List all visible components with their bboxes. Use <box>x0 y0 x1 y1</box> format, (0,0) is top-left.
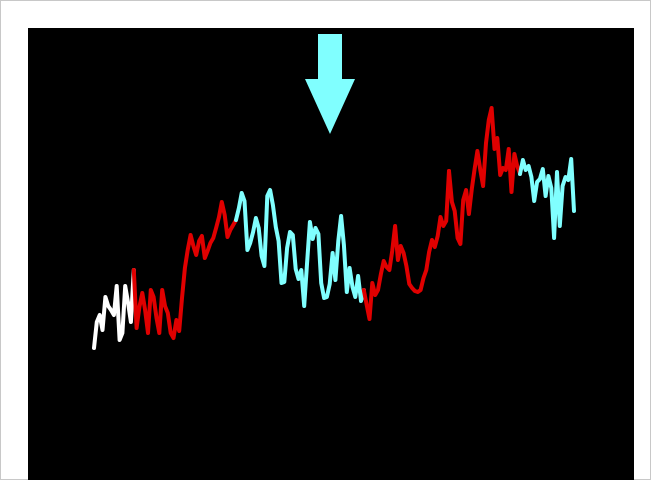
series-line-segment-4 <box>361 169 451 321</box>
series-line-segment-1 <box>92 268 136 350</box>
series-layer <box>92 106 576 350</box>
series-line-segment-5 <box>447 106 522 246</box>
series-line-segment-2 <box>131 200 238 340</box>
series-line-segment-6 <box>518 157 576 240</box>
series-line-segment-3 <box>234 188 366 308</box>
line-chart <box>92 34 576 350</box>
chart-panel <box>28 28 634 480</box>
down-arrow-icon <box>305 34 355 134</box>
